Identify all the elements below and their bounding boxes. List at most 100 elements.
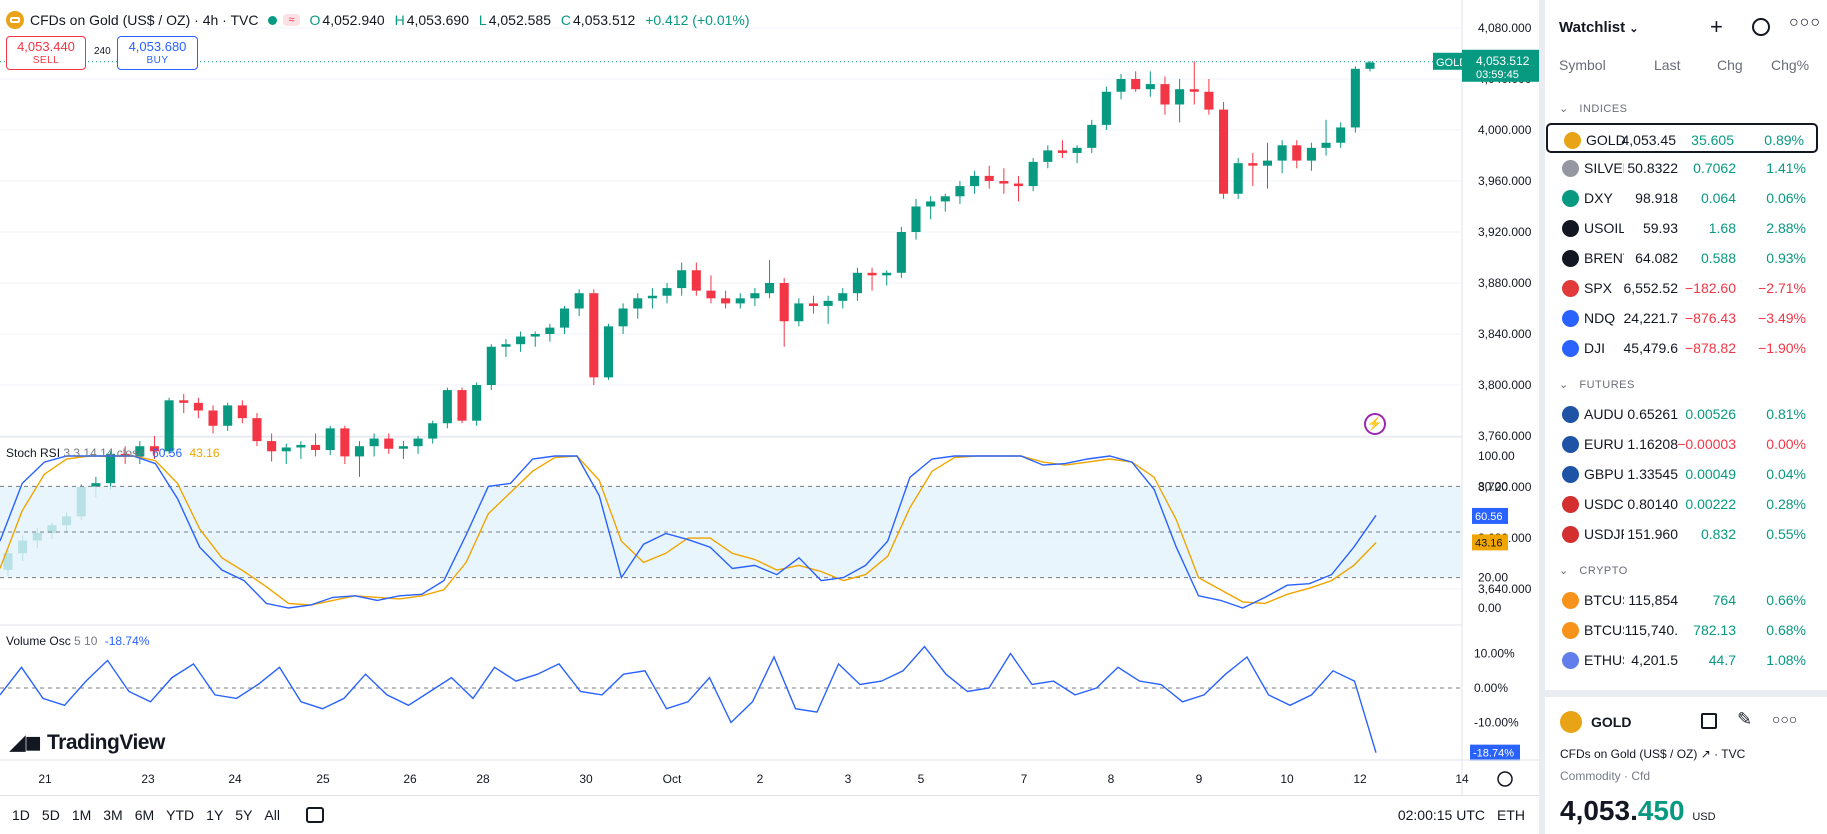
edit-icon[interactable]: ✎ [1737,709,1753,729]
volume-osc-legend[interactable]: Volume Osc 5 10 -18.74% [6,634,150,648]
detail-symbol[interactable]: GOLD [1591,714,1632,730]
countdown-label: 03:59:45 [1476,69,1519,81]
col-chg[interactable]: Chg [1717,57,1743,73]
watchlist-row[interactable]: USDJPY 151.960 0.832 0.55% [1546,519,1818,549]
grid-icon[interactable] [1701,713,1717,729]
flag-au-icon [1562,406,1579,423]
candle-body [1028,161,1038,187]
market-status-icon[interactable] [268,15,278,25]
row-change: −182.60 [1685,280,1736,296]
time-tick-label: 28 [476,772,490,786]
chart-area[interactable]: 4,080.0004,040.0004,000.0003,960.0003,92… [0,0,1539,834]
vol-value: -18.74% [1473,748,1514,760]
candle-body [1145,84,1155,90]
stoch-k-value: 60.56 [1475,511,1503,523]
price-tick-label: 3,920.000 [1478,225,1532,239]
watchlist-row[interactable]: BTCUSD 115,740. 782.13 0.68% [1546,615,1818,645]
flag-eu-icon [1562,436,1579,453]
more-options-icon[interactable]: ○○○ [1789,14,1821,31]
flag-gb-icon [1562,466,1579,483]
section-futures[interactable]: ⌄ FUTURES [1559,379,1635,391]
col-chgp[interactable]: Chg% [1771,57,1810,73]
timeframe-3m[interactable]: 3M [103,807,123,823]
candle-body [105,453,116,484]
stoch-rsi-legend[interactable]: Stoch RSI 3 3 14 14 close 60.56 43.16 [6,446,220,460]
candle-body [984,175,994,181]
bottom-toolbar: 1D 5D 1M 3M 6M YTD 1Y 5Y All 02:00:15 UTC ETH [0,795,1539,834]
candle-body [1233,163,1243,194]
watchlist-row[interactable]: AUDUSD 0.65261 0.00526 0.81% [1546,399,1818,429]
candle-body [1350,68,1360,128]
row-change-percent: 0.66% [1766,592,1806,608]
candle-body [838,293,848,301]
watchlist-row[interactable]: USOIL 59.93 1.68 2.88% [1546,213,1818,243]
watchlist-row[interactable]: NDQ 24,221.7 −876.43 −3.49% [1546,303,1818,333]
row-last: 115,740. [1624,622,1678,638]
settings-gear-icon[interactable] [1497,771,1513,787]
timeframe-1d[interactable]: 1D [12,807,30,823]
panel-divider[interactable] [1539,0,1545,834]
alert-lightning-icon[interactable]: ⚡ [1364,413,1386,435]
spread-value: 240 [94,46,111,57]
timeframe-ytd[interactable]: YTD [166,807,195,823]
session-toggle[interactable]: ETH [1497,807,1525,823]
utc-clock[interactable]: 02:00:15 UTC [1397,807,1485,823]
timeframe-1y[interactable]: 1Y [206,807,224,823]
watchlist-row[interactable]: DJI 45,479.6 −878.82 −1.90% [1546,333,1818,363]
gold-icon [1560,711,1582,733]
candle-body [999,181,1009,184]
watchlist-row[interactable]: SPX 6,552.52 −182.60 −2.71% [1546,273,1818,303]
candle-body [311,444,321,451]
sell-button[interactable]: 4,053.440 SELL [6,36,86,70]
watchlist-row[interactable]: ETHUSD 4,201.5 44.7 1.08% [1546,645,1818,675]
watchlist-row[interactable]: BRENT 64.082 0.588 0.93% [1546,243,1818,273]
watchlist-row[interactable]: GBPUSD 1.33545 0.00049 0.04% [1546,459,1818,489]
candle-body [1043,150,1053,162]
watchlist-row[interactable]: EURUSD 1.16208 −0.00003 0.00% [1546,429,1818,459]
candle-body [794,303,804,322]
chart-canvas[interactable]: 4,080.0004,040.0004,000.0003,960.0003,92… [0,0,1539,795]
timeframe-1m[interactable]: 1M [71,807,92,823]
col-symbol[interactable]: Symbol [1559,57,1606,73]
symbol-title[interactable]: CFDs on Gold (US$ / OZ) · 4h · TVC [30,12,259,28]
timeframe-all[interactable]: All [264,807,280,823]
section-indices[interactable]: ⌄ INDICES [1559,103,1628,115]
data-badge[interactable]: ≈ [283,14,300,26]
more-options-icon[interactable]: ○○○ [1772,711,1798,727]
watchlist-row[interactable]: USDCHF 0.80140 0.00222 0.28% [1546,489,1818,519]
watchlist-row[interactable]: GOLD 4,053.45 35.605 0.89% [1546,123,1818,153]
candle-body [193,402,203,411]
col-last[interactable]: Last [1654,57,1681,73]
watchlist-row[interactable]: SILVER 50.8322 0.7062 1.41% [1546,153,1818,183]
row-symbol: USDJPY [1584,526,1624,542]
candle-body [1189,89,1199,92]
add-symbol-icon[interactable]: + [1710,14,1723,39]
watchlist-row[interactable]: BTCUSD 115,854 764 0.66% [1546,585,1818,615]
row-last: 4,053.45 [1621,132,1677,148]
detail-category: Commodity · Cfd [1560,769,1651,783]
time-tick-label: 5 [918,772,925,786]
time-tick-label: 3 [845,772,852,786]
buy-button[interactable]: 4,053.680 BUY [117,36,198,70]
row-change-percent: −2.71% [1758,280,1806,296]
row-change: 764 [1712,592,1736,608]
row-change: −876.43 [1685,310,1736,326]
watchlist-title[interactable]: Watchlist ⌄ [1559,19,1639,36]
candle-body [486,346,496,385]
timeframe-5d[interactable]: 5D [41,807,60,823]
watchlist-row[interactable]: DXY 98.918 0.064 0.06% [1546,183,1818,213]
row-last: 64.082 [1635,250,1678,266]
row-last: 4,201.5 [1631,652,1678,668]
candle-body [808,303,819,306]
timeframe-5y[interactable]: 5Y [235,807,253,823]
candle-body [296,444,306,448]
price-tick-label: 3,760.000 [1478,429,1532,443]
section-crypto[interactable]: ⌄ CRYPTO [1559,565,1628,577]
row-change-percent: 0.81% [1766,406,1806,422]
calendar-icon[interactable] [305,807,324,823]
stoch-d-line [0,455,1377,606]
pie-chart-icon[interactable] [1752,18,1770,36]
detail-name-line[interactable]: CFDs on Gold (US$ / OZ) ↗ · TVC [1560,747,1746,761]
row-change-percent: −1.90% [1758,340,1806,356]
timeframe-6m[interactable]: 6M [134,807,155,823]
